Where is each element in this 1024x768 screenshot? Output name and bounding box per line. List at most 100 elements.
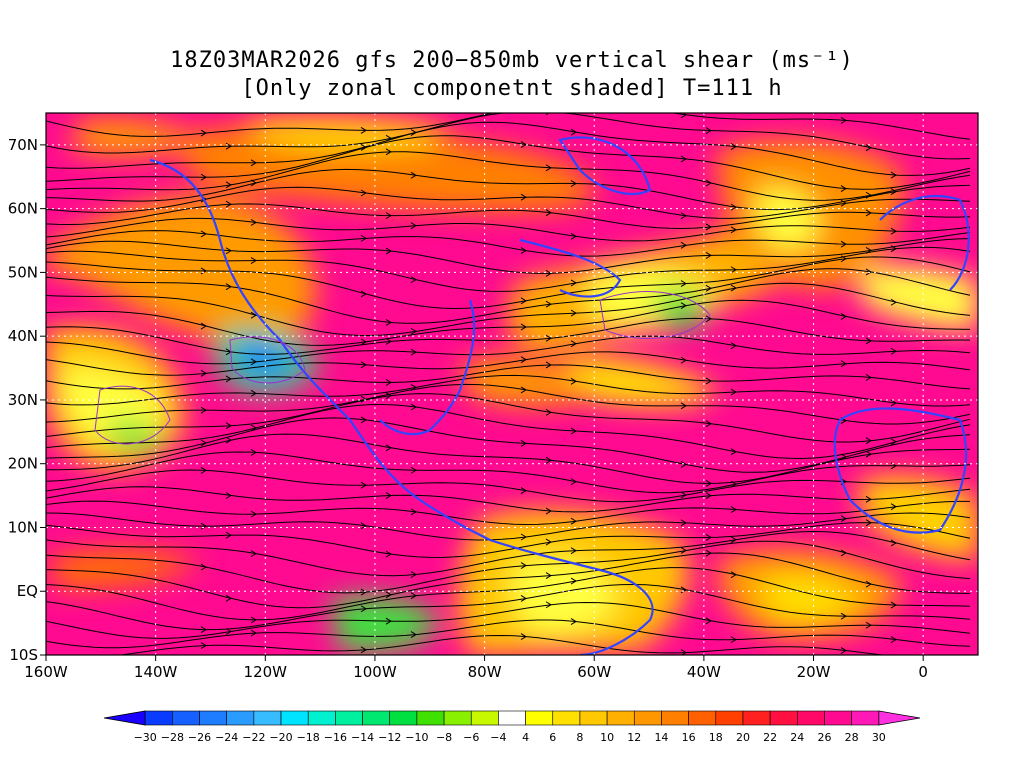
- streamline-arrow: [680, 356, 687, 364]
- streamline-arrow: [545, 538, 552, 546]
- colorbar-arrow-left: [103, 710, 146, 726]
- colorbar-swatch: [633, 710, 662, 726]
- streamline-arrow: [410, 327, 417, 335]
- streamline-arrow: [865, 450, 872, 458]
- streamline: [117, 634, 888, 655]
- colorbar-swatch: [797, 710, 825, 726]
- colorbar-label: 6: [549, 731, 556, 744]
- streamline-arrow: [570, 427, 577, 435]
- streamline-arrow: [865, 495, 872, 503]
- streamline-arrow: [250, 510, 257, 518]
- streamline-arrow: [520, 533, 527, 541]
- streamline: [46, 393, 971, 443]
- streamline-arrow: [865, 268, 872, 276]
- streamline-arrow: [200, 522, 207, 530]
- streamline-arrow: [680, 280, 687, 288]
- streamline-arrow: [545, 408, 552, 416]
- streamline-arrow: [890, 399, 897, 407]
- colorbar-label: 24: [790, 731, 804, 744]
- streamline-arrow: [680, 212, 687, 220]
- streamline-arrow: [360, 126, 367, 134]
- streamline-arrow: [570, 377, 577, 385]
- streamline-arrow: [520, 386, 527, 394]
- shear-streamlines: [46, 113, 971, 655]
- y-tick-label: 50N: [8, 263, 38, 281]
- streamline-arrow: [360, 234, 367, 242]
- streamline-arrow: [225, 247, 232, 255]
- longitude-axis: 160W 140W 120W 100W 80W 60W 40W 20W 0: [24, 655, 928, 681]
- streamline: [46, 113, 971, 160]
- colorbar-label: 30: [872, 731, 886, 744]
- streamline: [46, 583, 971, 631]
- streamline-arrow: [865, 374, 872, 381]
- colorbar-label: 12: [627, 731, 641, 744]
- y-tick-label: 40N: [8, 327, 38, 345]
- streamline-arrow: [225, 628, 232, 635]
- streamline-arrow: [840, 313, 847, 320]
- streamline-arrow: [865, 209, 872, 217]
- streamline-arrow: [705, 251, 712, 259]
- streamline-arrow: [200, 173, 207, 181]
- streamline-arrow: [890, 347, 897, 355]
- streamline-arrow: [570, 577, 577, 585]
- streamline-arrow: [225, 436, 232, 444]
- streamline-arrow: [545, 456, 552, 464]
- streamline-arrow: [250, 179, 257, 187]
- streamline-arrow: [680, 241, 687, 249]
- streamline-arrow: [680, 302, 687, 310]
- colorbar-swatch: [552, 710, 581, 726]
- colorbar-label: −20: [269, 731, 292, 744]
- streamline-arrow: [890, 298, 897, 306]
- streamline-arrow: [840, 360, 847, 368]
- streamline: [46, 500, 970, 526]
- streamline-arrow: [200, 466, 207, 474]
- colorbar-arrow-right: [878, 710, 921, 726]
- streamline-arrow: [730, 342, 737, 350]
- streamline-arrow: [840, 255, 847, 263]
- streamline: [46, 619, 971, 649]
- streamline-arrow: [520, 193, 527, 201]
- streamline-arrow: [890, 503, 897, 511]
- x-tick-label: 60W: [577, 663, 611, 681]
- streamline-arrow: [360, 481, 367, 489]
- streamline-arrow: [730, 143, 737, 151]
- streamline-arrow: [570, 128, 577, 136]
- streamline-arrow: [680, 586, 687, 594]
- x-tick-label: 160W: [24, 663, 68, 681]
- streamline-arrow: [570, 232, 577, 240]
- streamline: [46, 113, 971, 140]
- streamline-arrow: [705, 480, 712, 487]
- streamline-arrow: [570, 517, 577, 525]
- streamline-arrow: [545, 334, 552, 342]
- streamline-arrow: [680, 547, 687, 554]
- streamline-arrow: [200, 626, 207, 634]
- colorbar-swatch: [199, 710, 227, 726]
- streamline-arrow: [250, 389, 257, 397]
- streamline-arrow: [250, 159, 257, 167]
- streamline-arrow: [730, 536, 737, 544]
- streamline-arrow: [890, 188, 897, 196]
- colorbar-label: 8: [576, 731, 583, 744]
- streamline-arrow: [410, 631, 417, 638]
- streamline: [46, 417, 971, 473]
- streamline-arrow: [250, 311, 257, 319]
- streamline-arrow: [410, 571, 417, 578]
- streamline-arrow: [225, 531, 232, 539]
- streamline: [46, 217, 971, 242]
- y-tick-label: 70N: [8, 136, 38, 154]
- x-tick-label: 20W: [797, 663, 831, 681]
- streamline-arrow: [865, 519, 872, 527]
- colorbar-swatch: [144, 710, 173, 726]
- colorbar-label: −12: [378, 731, 401, 744]
- streamline-arrow: [705, 223, 712, 231]
- streamline-arrow: [570, 478, 577, 486]
- streamline-arrow: [705, 377, 712, 385]
- streamline-arrow: [865, 621, 872, 629]
- streamline-arrow: [385, 212, 392, 220]
- streamline-arrow: [225, 200, 232, 208]
- streamline-arrow: [520, 297, 527, 305]
- streamline: [46, 403, 971, 460]
- streamline-arrow: [225, 142, 232, 150]
- colorbar-label: −18: [297, 731, 320, 744]
